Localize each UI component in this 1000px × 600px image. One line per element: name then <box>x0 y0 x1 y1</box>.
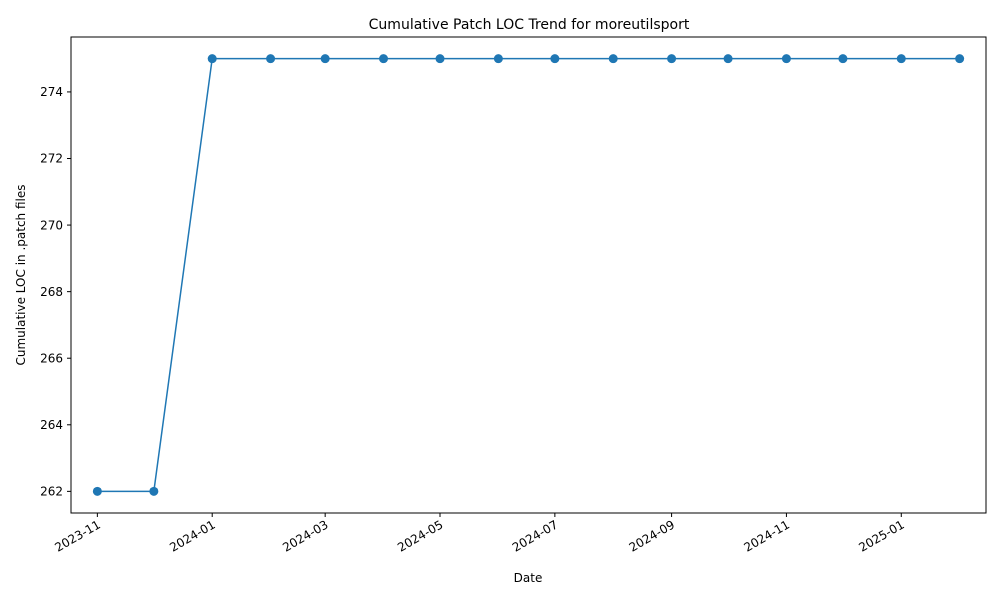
data-point <box>723 54 733 64</box>
data-point <box>266 54 276 64</box>
series-line <box>97 57 960 493</box>
data-point <box>149 486 159 496</box>
chart-title: Cumulative Patch LOC Trend for moreutils… <box>369 17 690 33</box>
data-point <box>550 54 560 64</box>
plot-frame <box>70 36 987 514</box>
data-point <box>955 54 965 64</box>
data-point <box>493 54 503 64</box>
data-point <box>379 54 389 64</box>
data-point <box>207 54 217 64</box>
y-tick-label: 264 <box>40 418 63 432</box>
y-tick-label: 272 <box>40 152 63 166</box>
data-point <box>435 54 445 64</box>
y-tick-label: 268 <box>40 285 63 299</box>
y-tick-label: 262 <box>40 485 63 499</box>
plot-area <box>92 54 965 496</box>
data-point <box>608 54 618 64</box>
x-axis-title: Date <box>514 571 543 585</box>
data-point <box>92 486 102 496</box>
y-axis-ticks: 262 264 266 268 270 272 274 <box>40 85 71 499</box>
data-point <box>838 54 848 64</box>
data-point <box>667 54 677 64</box>
data-point <box>781 54 791 64</box>
y-tick-label: 270 <box>40 218 63 232</box>
y-tick-label: 266 <box>40 351 63 365</box>
data-point <box>896 54 906 64</box>
y-axis-title: Cumulative LOC in .patch files <box>14 185 28 366</box>
data-point <box>320 54 330 64</box>
y-tick-label: 274 <box>40 85 63 99</box>
